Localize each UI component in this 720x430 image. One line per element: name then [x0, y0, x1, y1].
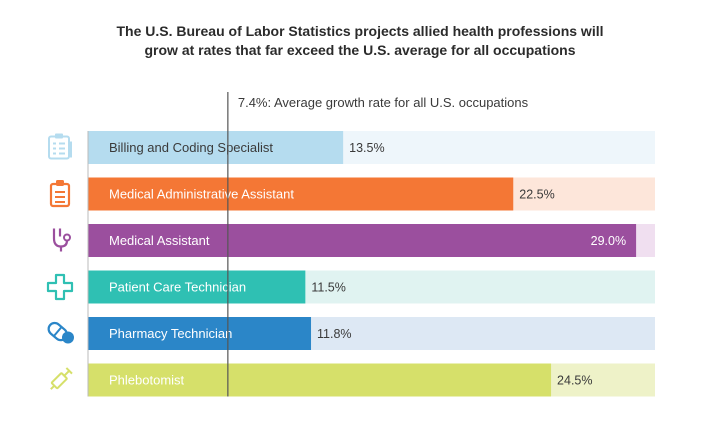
clipboard-icon [49, 180, 71, 208]
value-label: 22.5% [519, 188, 554, 202]
medical-cross-icon [46, 273, 74, 301]
value-label: 29.0% [591, 234, 626, 248]
bar [88, 317, 312, 350]
bar-row: Pharmacy Technician 11.8% [88, 317, 655, 350]
reference-line-label: 7.4%: Average growth rate for all U.S. o… [238, 95, 529, 110]
chart-title-line-2: grow at rates that far exceed the U.S. a… [144, 42, 576, 58]
pill-capsule-icon [47, 321, 74, 344]
bar-row: Medical Administrative Assistant 22.5% [88, 177, 655, 211]
bar-row: Billing and Coding Specialist 13.5% [88, 131, 655, 164]
category-label: Pharmacy Technician [109, 326, 232, 341]
bar [88, 363, 552, 397]
value-label: 11.5% [311, 281, 346, 295]
bar [88, 270, 306, 304]
category-label: Phlebotomist [109, 373, 185, 388]
chart-title: The U.S. Bureau of Labor Statistics proj… [0, 22, 720, 60]
bar [88, 224, 637, 257]
bar [88, 131, 344, 164]
category-label: Patient Care Technician [109, 280, 246, 295]
value-label: 24.5% [557, 374, 592, 388]
category-label: Medical Assistant [109, 233, 210, 248]
stethoscope-icon [52, 228, 71, 252]
chart-title-line-1: The U.S. Bureau of Labor Statistics proj… [116, 23, 604, 39]
category-label: Medical Administrative Assistant [109, 187, 294, 202]
syringe-icon [50, 367, 73, 390]
category-label: Billing and Coding Specialist [109, 140, 273, 155]
value-label: 13.5% [349, 141, 384, 155]
value-label: 11.8% [317, 327, 352, 341]
bar-row: Phlebotomist 24.5% [88, 363, 655, 397]
bar-row: Medical Assistant 29.0% [88, 224, 655, 257]
clipboard-checklist-icon [48, 133, 72, 160]
bar [88, 177, 514, 211]
bar-row: Patient Care Technician 11.5% [88, 270, 655, 304]
